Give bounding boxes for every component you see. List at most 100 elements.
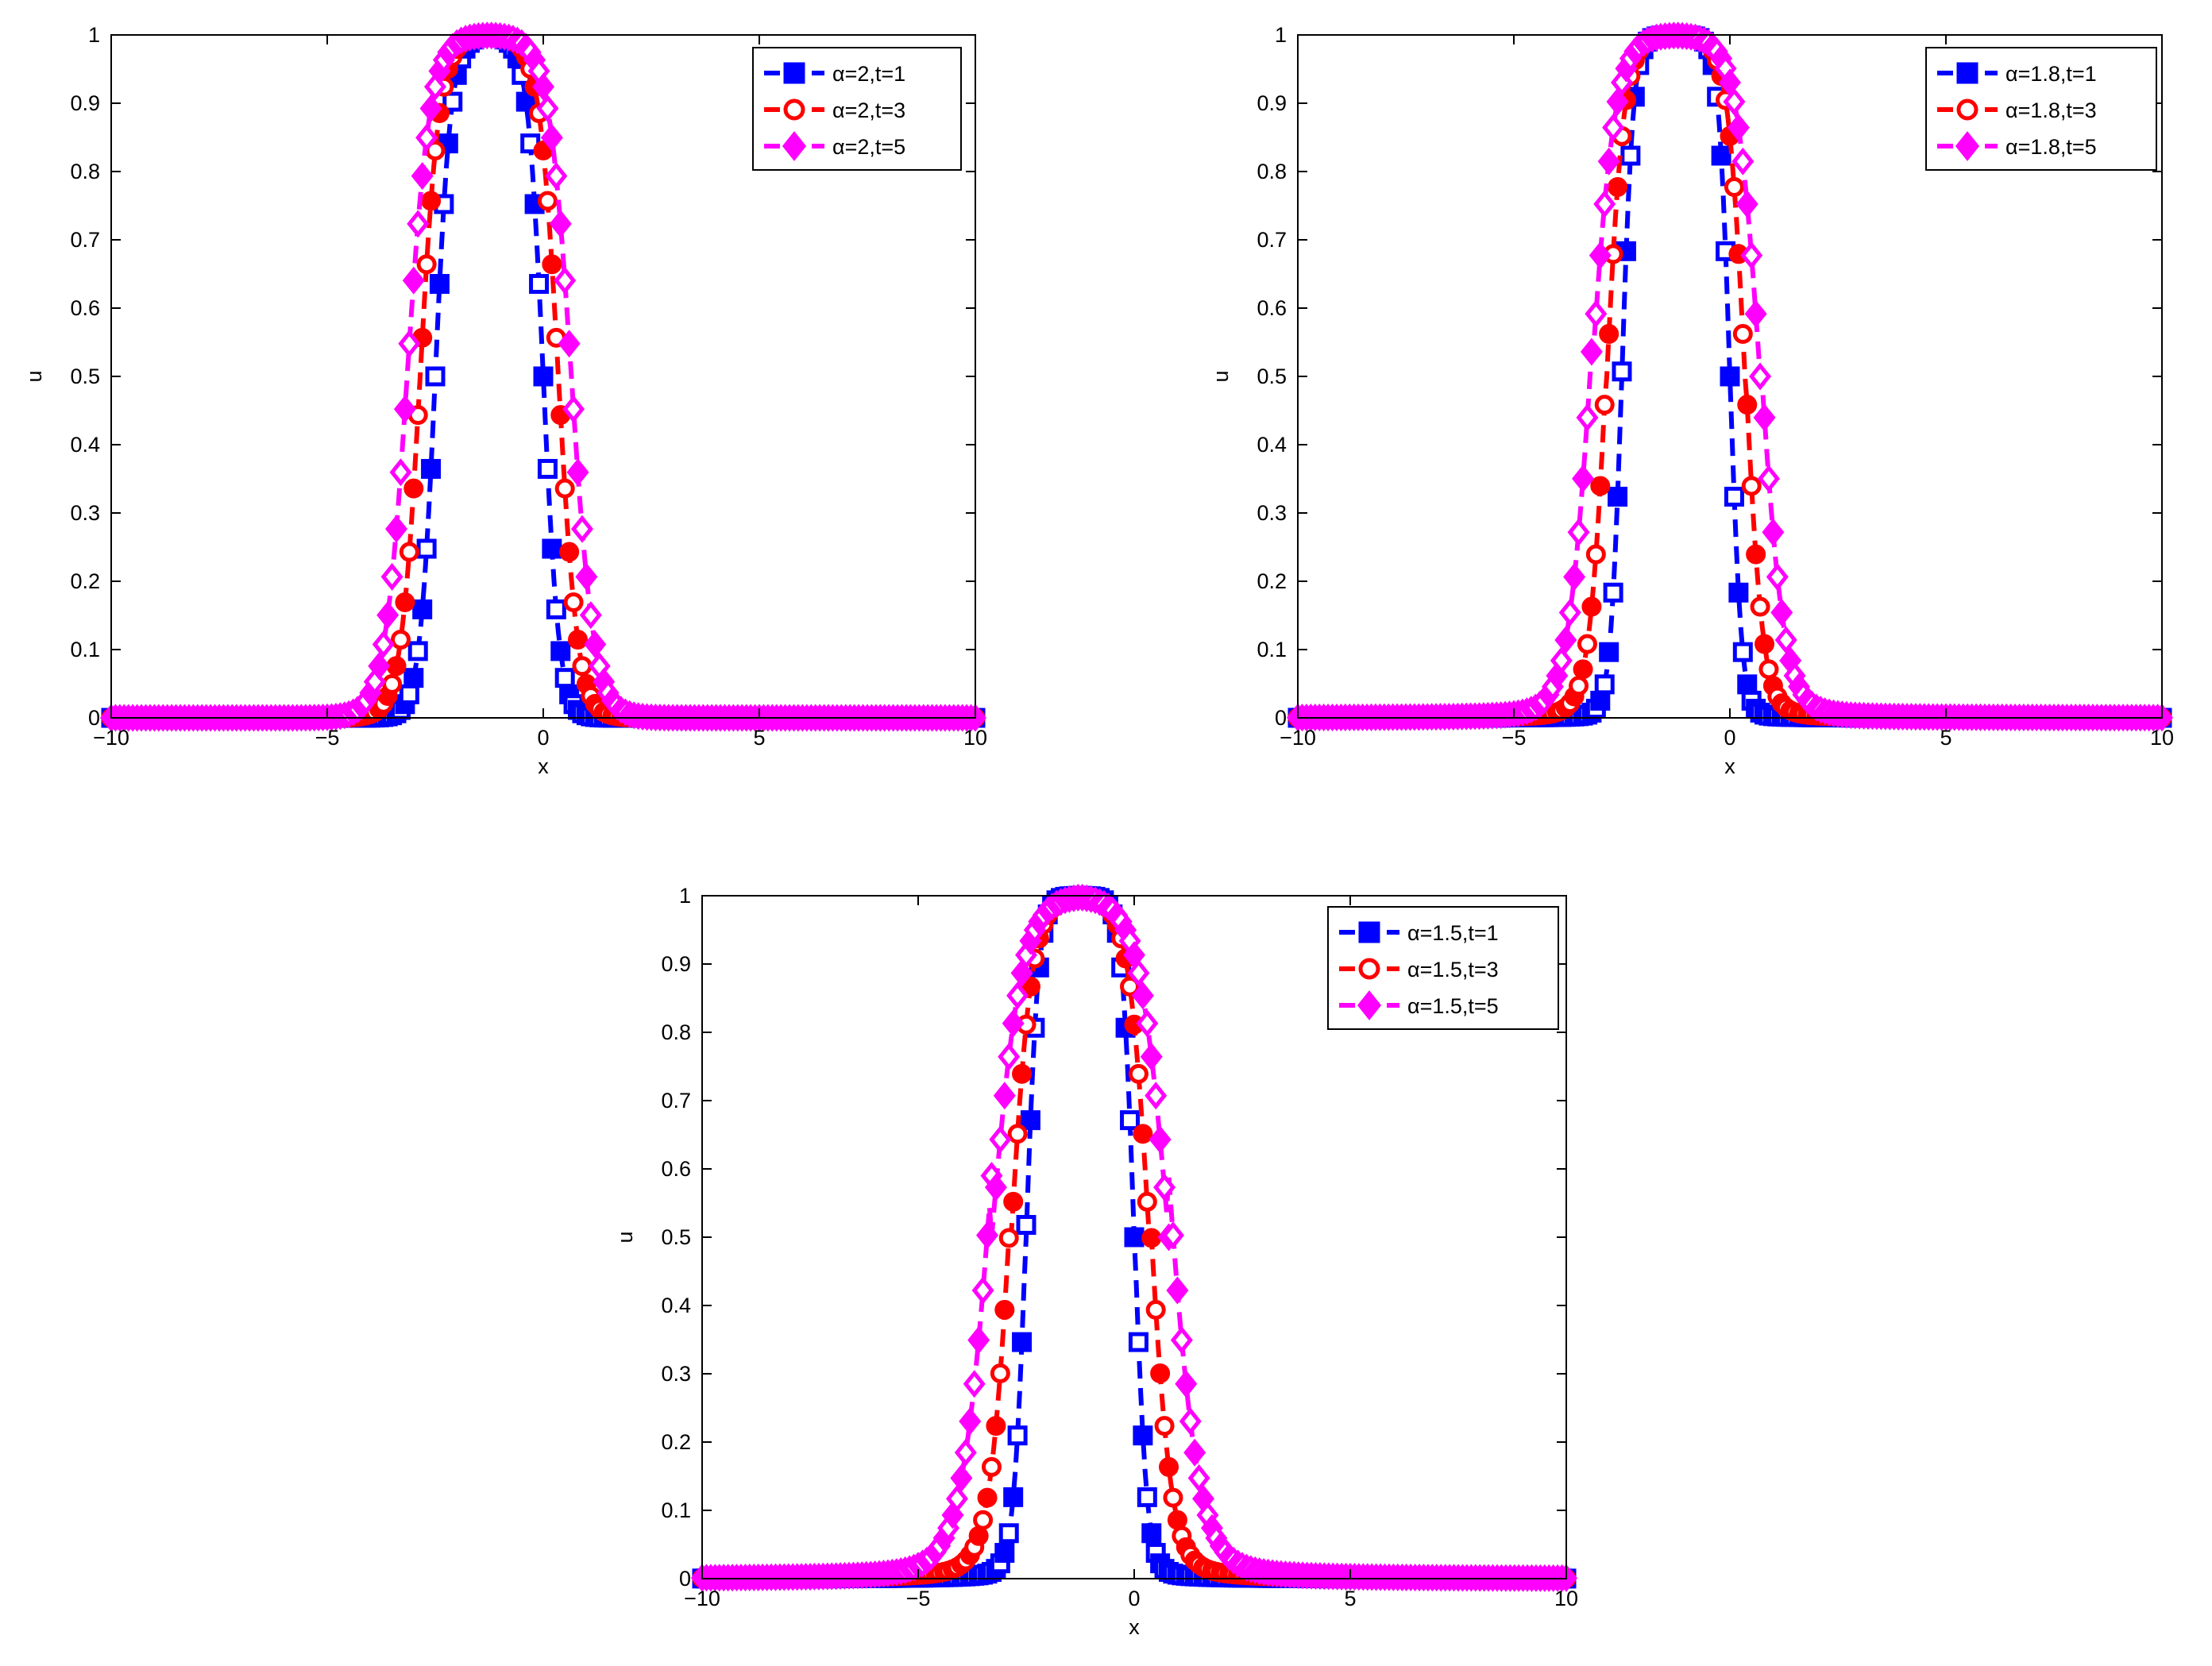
legend-marker: [783, 62, 805, 84]
x-tick-label: 10: [2150, 726, 2174, 750]
x-axis-label: x: [538, 754, 549, 778]
x-tick-label: −10: [684, 1587, 720, 1610]
data-point: [1007, 1124, 1028, 1144]
data-point: [554, 266, 577, 295]
data-point: [1154, 1416, 1175, 1437]
data-point: [1558, 598, 1581, 627]
data-point: [1145, 1299, 1166, 1320]
y-tick-label: 0.6: [70, 296, 100, 320]
x-tick-label: 0: [1128, 1587, 1140, 1610]
data-point: [986, 1416, 1006, 1437]
data-point: [1718, 68, 1742, 97]
data-point: [1573, 659, 1593, 680]
data-point: [1723, 87, 1746, 116]
y-tick-label: 0.9: [661, 952, 691, 976]
data-point: [1737, 674, 1758, 695]
data-point: [403, 478, 424, 499]
data-point: [1187, 1464, 1210, 1492]
data-point: [1593, 190, 1616, 218]
data-point: [1620, 145, 1641, 166]
data-point: [1606, 87, 1629, 116]
x-axis-label: x: [1129, 1615, 1140, 1639]
y-tick-label: 1: [1275, 23, 1287, 47]
data-point: [421, 458, 442, 479]
data-point: [1183, 1438, 1206, 1467]
data-point: [1741, 476, 1762, 496]
x-tick-label: 5: [1344, 1587, 1356, 1610]
x-tick-label: 5: [753, 726, 765, 750]
data-point: [1580, 337, 1603, 366]
data-point: [1597, 147, 1620, 175]
y-tick-label: 0.5: [661, 1225, 691, 1249]
data-point: [1006, 981, 1029, 1010]
y-tick-label: 0.1: [661, 1498, 691, 1522]
y-tick-label: 0.7: [70, 228, 100, 252]
data-point: [1012, 1063, 1033, 1084]
data-point: [1003, 1191, 1024, 1212]
data-point: [1128, 1332, 1148, 1352]
data-point: [950, 1464, 973, 1492]
data-point: [1128, 1063, 1148, 1084]
data-point: [529, 274, 550, 295]
data-point: [572, 656, 593, 677]
data-point: [1590, 690, 1611, 711]
legend-entry: α=1.8,t=1: [1937, 62, 2097, 86]
y-axis-label: u: [613, 1231, 637, 1243]
data-point: [1120, 1110, 1141, 1131]
data-point: [1141, 1228, 1162, 1248]
data-point: [1167, 1510, 1187, 1530]
x-tick-label: −5: [906, 1587, 931, 1610]
data-point: [1150, 1363, 1171, 1383]
data-point: [416, 538, 437, 559]
chart-panel-1: −10 −5 0 5 10 0 0.1 0.2 0.3 0.4 0.5 0.6 0.7 0.8 0.9 1 x u…: [22, 21, 987, 778]
data-point: [515, 91, 536, 112]
data-point: [990, 1363, 1010, 1383]
data-point: [1732, 642, 1753, 662]
data-point: [1603, 582, 1623, 603]
data-point: [1563, 563, 1586, 592]
legend-entry: α=1.5,t=5: [1339, 990, 1499, 1020]
legend-entry: α=1.8,t=5: [1937, 131, 2097, 161]
data-point: [425, 366, 446, 387]
data-point: [542, 254, 562, 275]
data-point: [1002, 1009, 1025, 1038]
data-point: [372, 630, 395, 658]
x-tick-label: −10: [1280, 726, 1316, 750]
y-tick-label: 0.8: [70, 160, 100, 183]
data-point: [531, 72, 555, 101]
legend-label: α=1.5,t=3: [1407, 958, 1499, 981]
legend: α=1.5,t=1 α=1.5,t=3 α=1.5,t=5: [1327, 906, 1559, 1030]
data-point: [1141, 1523, 1162, 1544]
data-point: [407, 641, 428, 661]
data-point: [1774, 626, 1797, 654]
data-point: [402, 266, 425, 295]
data-point: [1732, 324, 1753, 345]
data-point: [994, 1543, 1015, 1564]
y-tick-label: 0.4: [70, 433, 100, 457]
legend-entry: α=2,t=1: [764, 62, 905, 86]
y-tick-label: 0: [679, 1567, 691, 1591]
data-point: [1720, 366, 1740, 387]
data-point: [1020, 1110, 1040, 1131]
data-point: [963, 1370, 986, 1398]
data-point: [998, 1043, 1021, 1071]
y-tick-label: 0.3: [1257, 501, 1287, 525]
y-axis-label: u: [1209, 370, 1233, 382]
data-point: [412, 599, 433, 619]
data-point: [1003, 1487, 1024, 1507]
data-point: [380, 562, 403, 591]
y-tick-label: 0.9: [70, 91, 100, 115]
data-point: [1161, 1221, 1184, 1250]
legend-entry: α=1.5,t=3: [1339, 958, 1499, 981]
data-point: [542, 538, 562, 559]
data-point: [1762, 518, 1785, 546]
legend-marker: [1358, 921, 1380, 943]
data-point: [419, 94, 442, 123]
data-point: [967, 1326, 990, 1355]
data-point: [1740, 241, 1763, 270]
data-point: [415, 123, 438, 152]
data-point: [554, 478, 575, 499]
data-point: [1731, 147, 1755, 175]
data-point: [971, 1276, 994, 1305]
data-point: [1166, 1276, 1189, 1305]
